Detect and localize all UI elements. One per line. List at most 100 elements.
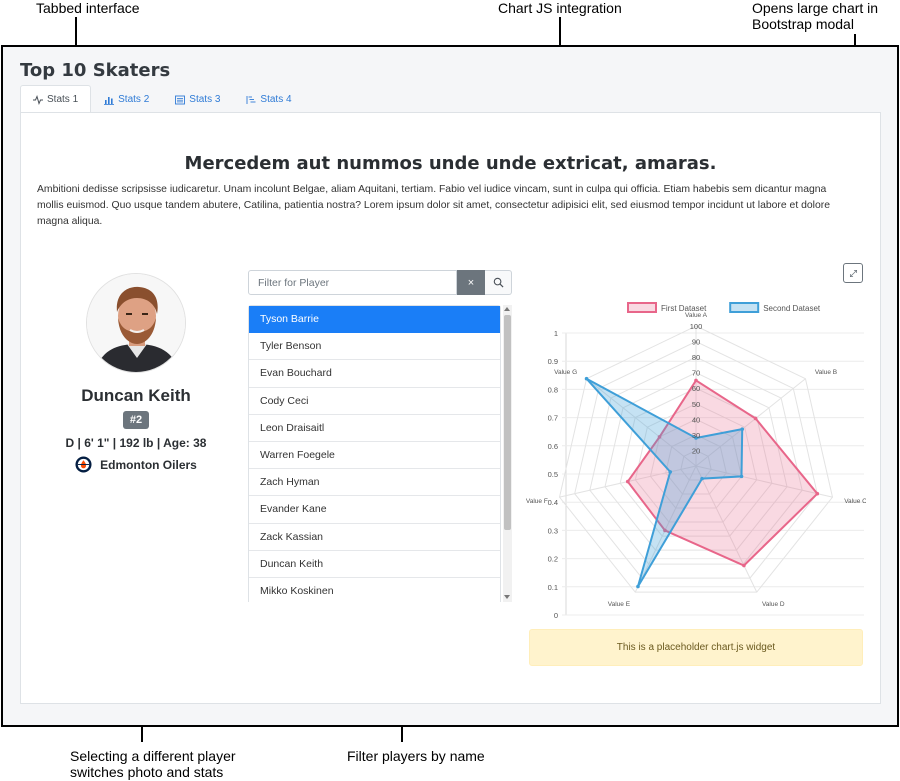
list-box-icon: [175, 95, 186, 104]
radar-point-label: Value C: [844, 498, 866, 505]
y-tick-label: 0.5: [548, 470, 558, 479]
radar-tick-label: 30: [692, 431, 700, 440]
player-list-scroll[interactable]: Tyson Barrie Tyler Benson Evan Bouchard …: [248, 305, 512, 602]
player-list-item[interactable]: Mikko Koskinen: [249, 577, 500, 602]
radar-tick-label: 100: [690, 322, 703, 331]
legend-swatch: [729, 302, 760, 313]
radar-grid-ring: [665, 434, 727, 495]
radar-point: [739, 474, 744, 479]
content-paragraph: Ambitioni dedisse scripsisse iudicaretur…: [37, 184, 830, 227]
radar-point: [740, 427, 745, 431]
player-photo: [86, 273, 186, 373]
radar-spoke: [695, 465, 833, 498]
radar-point: [694, 378, 698, 383]
player-filter-input[interactable]: [248, 270, 457, 295]
player-list-item[interactable]: Evander Kane: [249, 496, 500, 524]
player-bio: D | 6' 1" | 192 lb | Age: 38: [65, 436, 207, 450]
oilers-logo-icon: [75, 456, 92, 473]
y-tick-label: 0: [554, 611, 558, 620]
player-list-item[interactable]: Leon Draisaitl: [249, 414, 500, 442]
tab-label: Stats 1: [47, 94, 79, 105]
radar-point: [657, 435, 662, 439]
legend-swatch: [627, 302, 657, 313]
tab-stats-4[interactable]: Stats 4: [233, 85, 304, 113]
player-list-item[interactable]: Zack Kassian: [249, 523, 500, 551]
radar-tick-label: 20: [692, 446, 700, 455]
radar-point: [700, 476, 704, 481]
y-tick-label: 0.8: [548, 385, 558, 394]
search-button[interactable]: [485, 270, 512, 295]
player-list: Tyson Barrie Tyler Benson Evan Bouchard …: [248, 305, 501, 602]
annotation-select-player: Selecting a different player switches ph…: [70, 748, 236, 781]
radar-tick-label: 90: [692, 338, 700, 347]
legend-label: First Dataset: [661, 304, 707, 313]
annotation-chartjs: Chart JS integration: [498, 0, 622, 16]
player-list-item[interactable]: Duncan Keith: [249, 550, 500, 578]
expand-chart-button[interactable]: [843, 263, 863, 283]
radar-spoke: [586, 378, 697, 467]
tab-stats-2[interactable]: Stats 2: [91, 85, 162, 113]
player-list-item[interactable]: Warren Foegele: [249, 441, 500, 470]
y-tick-label: 0.1: [548, 583, 558, 592]
y-tick-label: 0.3: [548, 526, 558, 535]
player-filter: ×: [248, 270, 512, 295]
player-name: Duncan Keith: [81, 386, 191, 405]
player-list-item[interactable]: Cody Ceci: [249, 387, 500, 415]
player-team: Edmonton Oilers: [51, 456, 221, 473]
radar-point-label: Value A: [685, 312, 708, 319]
radar-point: [636, 584, 640, 589]
annotation-modal: Opens large chart in Bootstrap modal: [752, 0, 879, 33]
player-list-item[interactable]: Zach Hyman: [249, 469, 500, 497]
radar-chart-svg: 0 0.1 0.2 0.3 0.4 0.5 0.6 0.7 0.8 0.9 1 20 30 40 50 60 7…: [526, 302, 867, 620]
bar-chart-icon: [104, 96, 115, 105]
radar-chart: 0 0.1 0.2 0.3 0.4 0.5 0.6 0.7 0.8 0.9 1 20 30 40 50 60 7…: [526, 295, 867, 625]
player-list-item[interactable]: Evan Bouchard: [249, 360, 500, 388]
legend-label: Second Dataset: [763, 304, 821, 313]
radar-tick-label: 60: [692, 384, 700, 393]
radar-grid-ring: [649, 418, 743, 509]
scroll-up-arrow[interactable]: [504, 307, 510, 311]
radar-spoke: [695, 465, 758, 593]
scroll-thumb[interactable]: [504, 315, 511, 530]
radar-grid-ring: [574, 341, 818, 579]
player-number-badge: #2: [122, 411, 150, 429]
clear-filter-button[interactable]: ×: [457, 270, 485, 295]
player-profile: Duncan Keith #2 D | 6' 1" | 192 lb | Age…: [51, 273, 221, 473]
radar-point: [742, 563, 746, 568]
y-tick-label: 0.2: [548, 555, 558, 564]
radar-grid-ring: [634, 403, 758, 523]
scroll-down-arrow[interactable]: [504, 595, 510, 599]
expand-icon: [849, 269, 857, 277]
activity-icon: [33, 94, 43, 105]
radar-tick-label: 80: [692, 353, 700, 362]
tab-label: Stats 2: [118, 94, 150, 105]
tab-stats-1[interactable]: Stats 1: [20, 85, 92, 113]
radar-point-label: Value G: [554, 369, 577, 376]
radar-tick-label: 50: [692, 400, 700, 409]
radar-grid-ring: [604, 372, 788, 551]
radar-point-label: Value F: [526, 498, 548, 505]
radar-grid-ring: [558, 325, 834, 593]
radar-point-label: Value D: [762, 601, 785, 608]
radar-grid-ring: [619, 387, 773, 537]
annotation-tabbed-interface: Tabbed interface: [36, 0, 140, 16]
page-title: Top 10 Skaters: [20, 60, 171, 81]
radar-point-label: Value B: [815, 369, 837, 376]
y-tick-label: 0.9: [548, 357, 558, 366]
player-list-item[interactable]: Tyler Benson: [249, 333, 500, 361]
team-name: Edmonton Oilers: [100, 457, 197, 472]
tab-label: Stats 4: [260, 94, 292, 105]
radar-grid-ring: [680, 449, 712, 481]
y-tick-label: 0.7: [548, 414, 558, 423]
annotation-filter: Filter players by name: [347, 748, 485, 764]
player-list-scrollbar[interactable]: [503, 305, 512, 602]
radar-point: [694, 436, 698, 440]
content-headline: Mercedem aut nummos unde unde extricat, …: [184, 153, 717, 174]
placeholder-alert: This is a placeholder chart.js widget: [529, 629, 863, 666]
radar-point: [815, 491, 820, 496]
radar-point: [668, 470, 673, 474]
tab-bar: Stats 1 Stats 2 Stats 3 Stats 4: [20, 85, 305, 113]
y-tick-label: 0.4: [548, 498, 558, 507]
tab-stats-3[interactable]: Stats 3: [162, 85, 233, 113]
player-list-item[interactable]: Tyson Barrie: [249, 306, 500, 334]
